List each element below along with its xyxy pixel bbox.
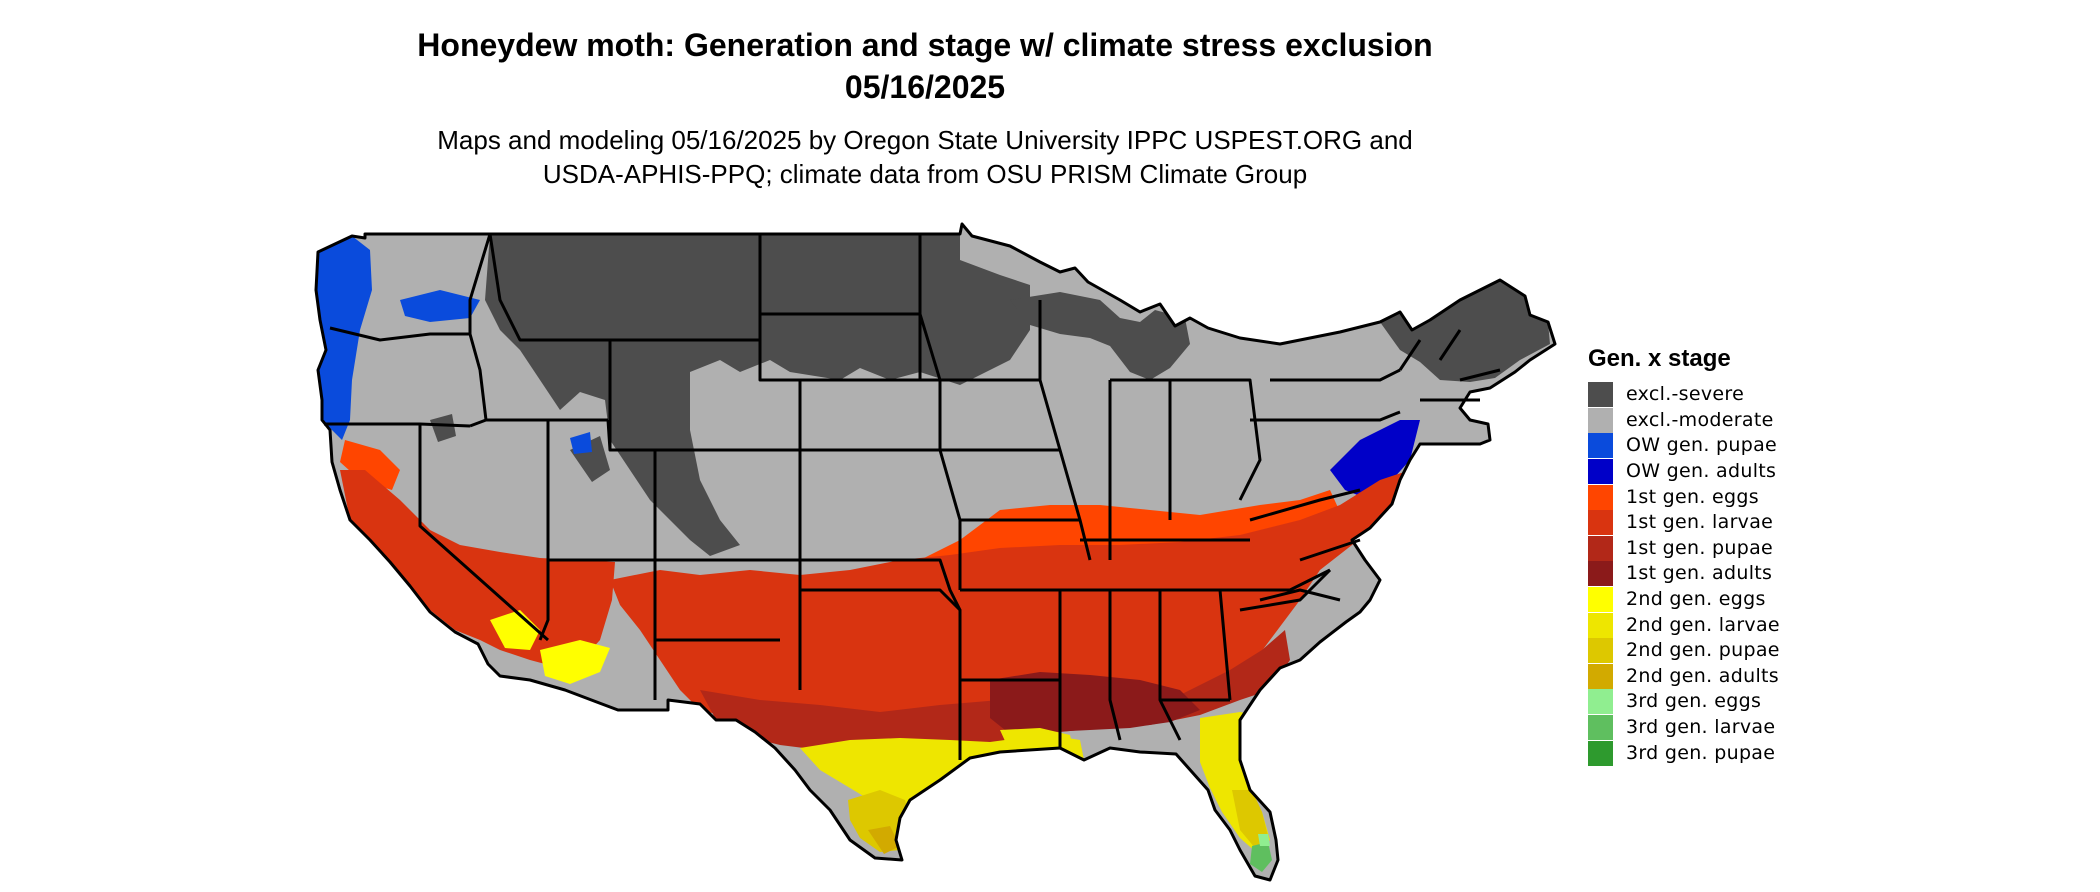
legend-swatch [1588, 382, 1613, 408]
legend-swatch [1588, 433, 1613, 459]
region-2nd-adults [868, 826, 900, 854]
legend-item-2nd-eggs: 2nd gen. eggs [1588, 587, 1848, 613]
legend-swatch [1588, 612, 1613, 638]
legend-item-2nd-larvae: 2nd gen. larvae [1588, 612, 1848, 638]
credit-line-2: USDA-APHIS-PPQ; climate data from OSU PR… [542, 159, 1308, 189]
map-date: 05/16/2025 [844, 69, 1006, 105]
legend-title: Gen. x stage [1588, 345, 1731, 372]
legend-item-1st-adults: 1st gen. adults [1588, 561, 1848, 587]
legend-item-ow-pupae: OW gen. pupae [1588, 433, 1848, 459]
map-title: Honeydew moth: Generation and stage w/ c… [417, 27, 1433, 63]
legend-swatch [1588, 689, 1613, 715]
legend-item-ow-adults: OW gen. adults [1588, 459, 1848, 485]
legend-item-3rd-pupae: 3rd gen. pupae [1588, 740, 1848, 766]
legend-item-1st-larvae: 1st gen. larvae [1588, 510, 1848, 536]
credit-line-1: Maps and modeling 05/16/2025 by Oregon S… [437, 125, 1413, 155]
legend-item-1st-pupae: 1st gen. pupae [1588, 535, 1848, 562]
legend-item-3rd-larvae: 3rd gen. larvae [1588, 715, 1848, 741]
legend-item-2nd-adults: 2nd gen. adults [1588, 663, 1848, 690]
legend-swatch [1588, 535, 1613, 561]
legend-item-excl-severe: excl.-severe [1588, 382, 1848, 408]
legend-item-3rd-eggs: 3rd gen. eggs [1588, 689, 1848, 715]
legend-swatch [1588, 663, 1613, 689]
legend-swatch [1588, 407, 1613, 433]
region-3rd-gen [1250, 842, 1272, 872]
map-legend: Gen. x stage excl.-severe excl.-moderate… [1588, 344, 1848, 766]
legend-item-2nd-pupae: 2nd gen. pupae [1588, 638, 1848, 664]
legend-items: excl.-severe excl.-moderate OW gen. pupa… [1588, 382, 1848, 766]
legend-swatch [1588, 561, 1613, 587]
region-1st-adults [990, 672, 1200, 734]
stage-regions [316, 224, 1555, 880]
legend-swatch [1588, 510, 1613, 536]
legend-swatch [1588, 587, 1613, 613]
legend-swatch [1588, 715, 1613, 741]
us-map [314, 222, 1557, 882]
legend-swatch [1588, 484, 1613, 510]
legend-swatch [1588, 740, 1613, 766]
legend-swatch [1588, 638, 1613, 664]
region-ow-pupae [316, 236, 592, 454]
legend-item-1st-eggs: 1st gen. eggs [1588, 484, 1848, 510]
legend-item-excl-moderate: excl.-moderate [1588, 407, 1848, 434]
state-boundaries [314, 222, 1557, 882]
legend-swatch [1588, 459, 1613, 485]
region-1st-larvae [340, 470, 1410, 740]
